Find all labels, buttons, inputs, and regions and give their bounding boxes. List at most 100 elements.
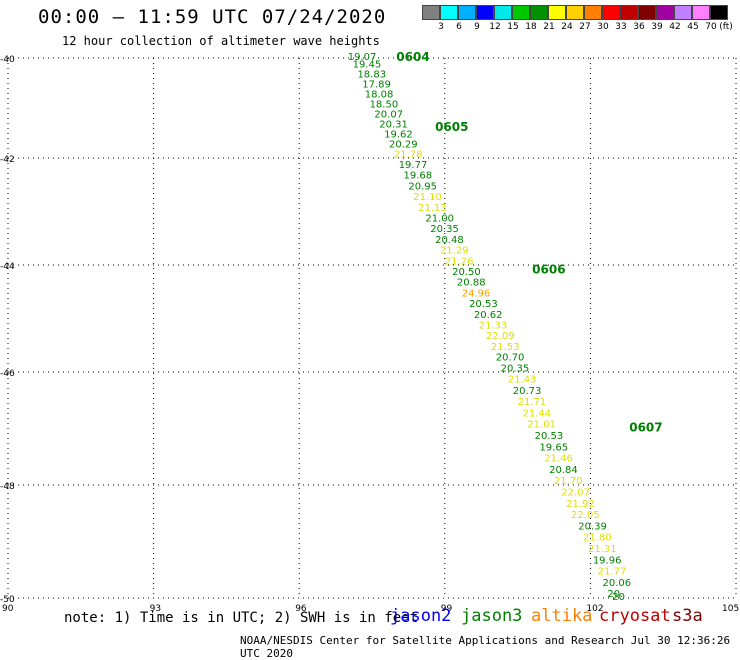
swh-value-label: 21.78 [394, 150, 423, 161]
swh-value-label: 20.73 [513, 386, 542, 397]
scale-swatch [584, 5, 602, 20]
swh-value-label: 21.31 [588, 544, 617, 555]
scale-label: 9 [474, 22, 480, 32]
footer-credit: NOAA/NESDIS Center for Satellite Applica… [240, 634, 731, 660]
x-tick-label: 102 [586, 604, 603, 614]
swh-value-label: 20.53 [535, 431, 564, 442]
scale-swatch [458, 5, 476, 20]
scale-swatch [422, 5, 440, 20]
swh-value-label: 21.44 [522, 408, 551, 419]
scale-label: 36 [633, 22, 645, 32]
scale-label: 15 [507, 22, 519, 32]
satellite-s3a: s3a [672, 606, 703, 626]
satellite-jason3: jason3 [461, 606, 523, 626]
swh-value-label: 19.77 [399, 160, 428, 171]
swh-value-label: 18.08 [365, 90, 394, 101]
chart-subtitle: 12 hour collection of altimeter wave hei… [62, 34, 380, 48]
x-tick-label: 90 [2, 604, 14, 614]
swh-value-label: 21.92 [566, 499, 595, 510]
scale-swatch [494, 5, 512, 20]
scale-label: 24 [561, 22, 573, 32]
swh-value-label: 20. [607, 589, 623, 600]
scale-label: 42 [669, 22, 681, 32]
scale-swatch [566, 5, 584, 20]
swh-value-label: 21.00 [425, 214, 454, 225]
swh-value-label: 21.80 [583, 533, 612, 544]
scale-swatch [674, 5, 692, 20]
swh-value-label: 20.53 [469, 299, 498, 310]
scale-label: 6 [456, 22, 462, 32]
note-text: note: 1) Time is in UTC; 2) SWH is in fe… [64, 610, 419, 626]
scale-label: 3 [438, 22, 444, 32]
swh-value-label: 19.62 [384, 130, 413, 141]
swh-value-label: 20.35 [430, 224, 459, 235]
swh-value-label: 21.43 [508, 374, 537, 385]
swh-value-label: 20.62 [474, 310, 503, 321]
chart-title: 00:00 – 11:59 UTC 07/24/2020 [38, 6, 387, 28]
time-label: 0607 [629, 421, 662, 435]
swh-value-label: 18.83 [357, 70, 386, 81]
scale-label: (ft) [719, 22, 733, 32]
y-tick-label: -42 [0, 155, 15, 165]
scale-label: 27 [579, 22, 591, 32]
scale-label: 45 [687, 22, 699, 32]
swh-value-label: 20.35 [501, 363, 530, 374]
swh-value-label: 20.06 [603, 578, 632, 589]
swh-value-label: 21.71 [518, 397, 547, 408]
scale-swatch [548, 5, 566, 20]
swh-value-label: 20.29 [389, 140, 418, 151]
swh-value-label: 22.07 [561, 487, 590, 498]
swh-value-label: 20.07 [374, 110, 403, 121]
satellite-altika: altika [531, 606, 593, 626]
scale-swatch [710, 5, 728, 20]
swh-value-label: 24.96 [462, 288, 491, 299]
swh-value-label: 20.88 [457, 278, 486, 289]
satellite-jason2: jason2 [390, 606, 452, 626]
swh-value-label: 21.53 [491, 342, 520, 353]
scale-swatch [512, 5, 530, 20]
swh-value-label: 20 [612, 592, 625, 603]
swh-value-label: 19.65 [539, 442, 568, 453]
x-tick-label: 93 [150, 604, 161, 614]
scale-swatch [656, 5, 674, 20]
swh-value-label: 19.45 [353, 60, 382, 71]
scale-swatch [638, 5, 656, 20]
swh-value-label: 21.13 [418, 203, 447, 214]
scale-swatch [530, 5, 548, 20]
swh-value-label: 20.48 [435, 235, 464, 246]
y-tick-label: -44 [0, 262, 15, 272]
x-tick-label: 96 [295, 604, 307, 614]
swh-value-label: 20.50 [452, 267, 481, 278]
scale-label: 30 [597, 22, 609, 32]
scale-swatch [602, 5, 620, 20]
scale-label: 33 [615, 22, 627, 32]
y-tick-label: -46 [0, 369, 15, 379]
scale-label: 18 [525, 22, 537, 32]
x-tick-label: 105 [722, 604, 739, 614]
y-tick-label: -40 [0, 55, 15, 65]
satellite-cryosat: cryosat [599, 606, 671, 626]
scale-label: 21 [543, 22, 555, 32]
swh-value-label: 17.89 [362, 80, 391, 91]
swh-value-label: 19.68 [404, 171, 433, 182]
scale-label: 70 [705, 22, 717, 32]
swh-value-label: 21.26 [445, 256, 474, 267]
swh-value-label: 22.05 [571, 510, 600, 521]
swh-value-label: 19.07 [348, 52, 377, 63]
scale-swatch [440, 5, 458, 20]
swh-value-label: 21.77 [598, 567, 627, 578]
swh-value-label: 20.31 [379, 120, 408, 131]
y-tick-label: -48 [0, 482, 15, 492]
x-tick-label: 99 [441, 604, 453, 614]
scale-swatch [692, 5, 710, 20]
swh-value-label: 21.70 [554, 476, 583, 487]
scale-swatch [476, 5, 494, 20]
swh-value-label: 21.10 [413, 192, 442, 203]
time-label: 0605 [435, 120, 468, 134]
swh-value-label: 20.39 [578, 521, 607, 532]
scale-swatch [620, 5, 638, 20]
time-label: 0604 [396, 50, 429, 64]
swh-value-label: 18.50 [370, 100, 399, 111]
swh-value-label: 20.84 [549, 465, 578, 476]
